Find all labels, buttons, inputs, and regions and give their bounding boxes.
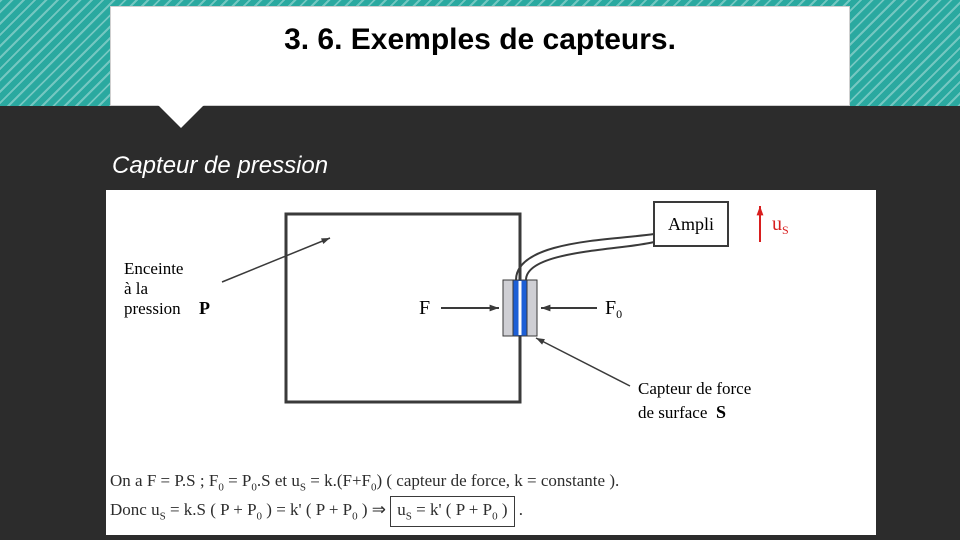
boxed-result: uS = k' ( P + P0 ) bbox=[390, 496, 514, 527]
eq-text: ) ⇒ bbox=[358, 500, 391, 519]
eq-text: ) bbox=[498, 500, 508, 519]
svg-text:F0: F0 bbox=[605, 297, 622, 321]
eq-text: .S et u bbox=[257, 471, 300, 490]
title-box: 3. 6. Exemples de capteurs. bbox=[110, 6, 850, 106]
svg-text:P: P bbox=[199, 298, 210, 318]
eq-text: u bbox=[397, 500, 406, 519]
page-title: 3. 6. Exemples de capteurs. bbox=[284, 23, 676, 57]
svg-text:à la: à la bbox=[124, 279, 149, 298]
svg-text:Capteur de force: Capteur de force bbox=[638, 379, 751, 398]
svg-text:Enceinte: Enceinte bbox=[124, 259, 183, 278]
eq-text: = P bbox=[224, 471, 252, 490]
eq-text: = k.S ( P + P bbox=[166, 500, 257, 519]
diagram-area: FF0AmpliuSEnceinteà lapressionPCapteur d… bbox=[106, 190, 876, 535]
subtitle: Capteur de pression bbox=[112, 152, 328, 180]
svg-text:S: S bbox=[716, 402, 726, 422]
eq-text: On a F = P.S ; F bbox=[110, 471, 218, 490]
eq-text: . bbox=[515, 500, 524, 519]
equation-line-2: Donc uS = k.S ( P + P0 ) = k' ( P + P0 )… bbox=[110, 496, 872, 527]
eq-text: = k.(F+F bbox=[306, 471, 371, 490]
title-callout-pointer bbox=[157, 104, 205, 128]
eq-text: ) = k' ( P + P bbox=[262, 500, 352, 519]
svg-text:uS: uS bbox=[772, 213, 789, 237]
svg-text:F: F bbox=[419, 297, 430, 319]
svg-text:Ampli: Ampli bbox=[668, 214, 714, 234]
equations: On a F = P.S ; F0 = P0.S et uS = k.(F+F0… bbox=[110, 469, 872, 527]
eq-text: ) ( capteur de force, k = constante ). bbox=[376, 471, 619, 490]
svg-text:de surface: de surface bbox=[638, 403, 707, 422]
equation-line-1: On a F = P.S ; F0 = P0.S et uS = k.(F+F0… bbox=[110, 469, 872, 496]
eq-text: = k' ( P + P bbox=[412, 500, 492, 519]
eq-text: Donc u bbox=[110, 500, 160, 519]
svg-text:pression: pression bbox=[124, 299, 181, 318]
